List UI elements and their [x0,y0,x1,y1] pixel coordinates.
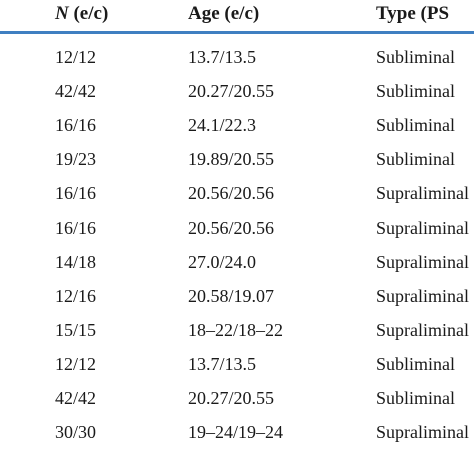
table-row: 42/42 20.27/20.55 Subliminal [0,380,474,414]
cell-n: 19/23 [55,149,97,170]
table-row: 19/23 19.89/20.55 Subliminal [0,141,474,175]
cell-age: 20.58/19.07 [188,285,275,306]
header-n-suffix: (e/c) [68,3,109,24]
header-n-label: N [55,3,69,24]
cell-age: 13.7/13.5 [188,47,257,67]
cell-type: Supraliminal [376,217,469,238]
cell-age: 27.0/24.0 [188,251,257,272]
header-n: N (e/c) [55,3,108,25]
cell-type: Supraliminal [376,285,469,306]
cell-n: 12/16 [55,285,97,306]
cell-age: 20.27/20.55 [188,81,275,102]
cell-type: Supraliminal [376,251,469,272]
cell-n: 12/12 [55,47,97,67]
table-header: N (e/c) Age (e/c) Type (PS [0,0,474,32]
cell-n: 16/16 [55,217,97,238]
cell-age: 18–22/18–22 [188,319,284,340]
cell-n: 16/16 [55,115,97,136]
cell-n: 15/15 [55,319,97,340]
cell-type: Subliminal [376,353,456,374]
table-row: 16/16 20.56/20.56 Supraliminal [0,210,474,244]
table-row: 30/30 19–24/19–24 Supraliminal [0,414,474,448]
cell-n: 30/30 [55,422,97,443]
table-row: 12/12 13.7/13.5 Subliminal [0,346,474,380]
cell-type: Supraliminal [376,319,469,340]
cell-age: 19.89/20.55 [188,149,275,170]
cell-age: 20.27/20.55 [188,388,275,408]
table-row: 12/12 13.7/13.5 Subliminal [0,39,474,73]
header-rule [0,31,474,34]
cell-type: Subliminal [376,115,456,136]
cell-type: Subliminal [376,388,456,408]
cell-age: 13.7/13.5 [188,353,257,374]
cell-age: 20.56/20.56 [188,183,275,204]
header-age: Age (e/c) [188,3,260,24]
table-row: 12/16 20.58/19.07 Supraliminal [0,278,474,312]
table-row: 15/15 18–22/18–22 Supraliminal [0,312,474,346]
cell-type: Supraliminal [376,422,469,443]
cell-n: 16/16 [55,183,97,204]
cell-n: 14/18 [55,251,97,272]
cell-type: Subliminal [376,47,456,67]
cell-type: Subliminal [376,81,456,102]
cell-age: 24.1/22.3 [188,115,257,136]
cell-age: 20.56/20.56 [188,217,275,238]
table-row: 14/18 27.0/24.0 Supraliminal [0,244,474,278]
table-row: 42/42 20.27/20.55 Subliminal [0,73,474,107]
table-row: 16/16 24.1/22.3 Subliminal [0,107,474,141]
cell-n: 12/12 [55,353,97,374]
table-row: 16/16 20.56/20.56 Supraliminal [0,175,474,209]
cell-age: 19–24/19–24 [188,422,284,443]
cell-type: Subliminal [376,149,456,170]
cell-n: 42/42 [55,81,97,102]
cell-type: Supraliminal [376,183,469,204]
cell-n: 42/42 [55,388,97,408]
header-type: Type (PS [376,3,450,24]
